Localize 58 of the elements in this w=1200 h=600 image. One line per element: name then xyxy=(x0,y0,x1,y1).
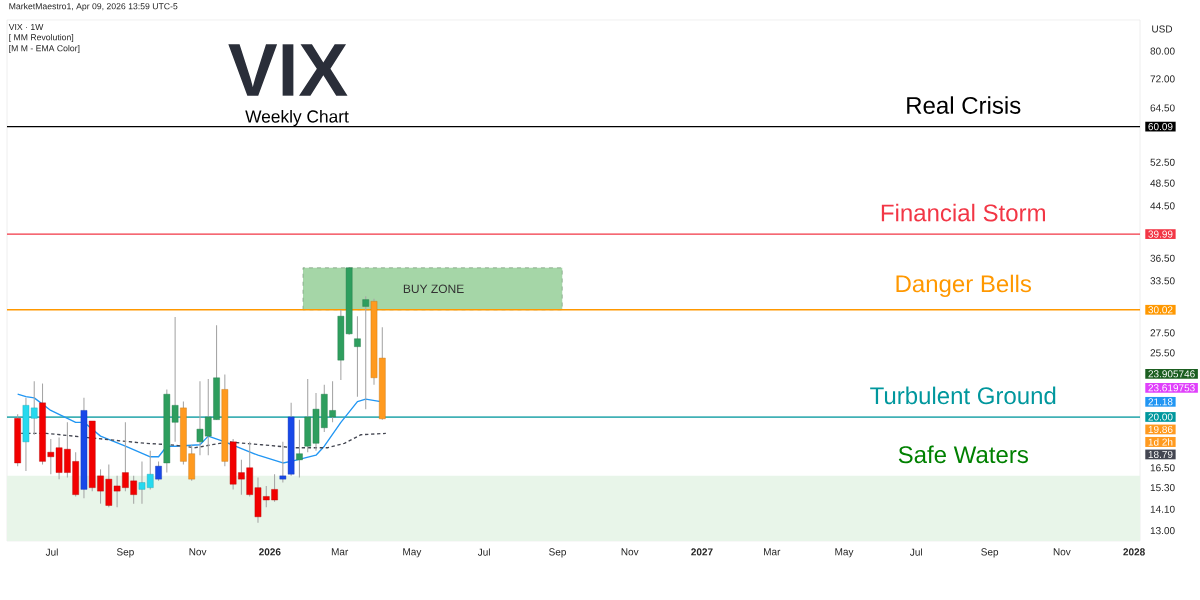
ref-line-label: Real Crisis xyxy=(907,96,1021,114)
x-tick-label: Mar xyxy=(764,548,781,556)
x-tick-label: 2028 xyxy=(1123,548,1145,556)
annotation: [M M - EMA Color] xyxy=(9,44,80,54)
text: 18.79 xyxy=(1148,450,1173,458)
y-tick-label: 16.50 xyxy=(1150,464,1175,472)
candlestick xyxy=(362,295,369,410)
text: 23.905746 xyxy=(1148,370,1195,378)
text: 1d 2h xyxy=(1148,438,1173,446)
text: 60.09 xyxy=(1148,123,1173,131)
candlestick xyxy=(155,460,162,482)
y-tick-label: 25.50 xyxy=(1150,349,1175,357)
x-tick-label: Jul xyxy=(910,548,922,556)
y-tick-label: 27.50 xyxy=(1150,329,1175,337)
x-tick-label: Jul xyxy=(477,548,490,556)
candlestick xyxy=(354,315,361,398)
x-tick-label: Mar xyxy=(331,548,349,556)
text: 39.99 xyxy=(1148,230,1173,238)
ref-line-label: Financial Storm xyxy=(881,203,1045,222)
text: 30.02 xyxy=(1148,306,1173,314)
x-tick-label: Nov xyxy=(621,548,639,556)
y-tick-label: 64.50 xyxy=(1150,104,1175,112)
y-tick-label: 72.00 xyxy=(1150,75,1175,83)
y-tick-label: 33.50 xyxy=(1150,277,1175,285)
candlestick xyxy=(296,419,303,479)
x-tick-label: Sep xyxy=(549,548,566,558)
text: 20.00 xyxy=(1148,413,1173,421)
band-label: BUY ZONE xyxy=(403,284,464,294)
text: MarketMaestro1, Apr 09, 2026 13:59 UTC-5 xyxy=(9,2,178,12)
band-label: Safe Waters xyxy=(898,445,1028,464)
text: 21.18 xyxy=(1148,398,1173,406)
text: 19.86 xyxy=(1148,425,1173,433)
x-tick-label: May xyxy=(835,548,854,558)
y-tick-label: 80.00 xyxy=(1150,47,1175,55)
x-tick-label: Nov xyxy=(1053,548,1071,556)
x-tick-label: Jul xyxy=(45,548,58,556)
x-tick-label: 2027 xyxy=(691,548,713,556)
chart-title: VIX xyxy=(228,44,348,96)
x-tick-label: Nov xyxy=(189,548,207,556)
y-tick-label: 52.50 xyxy=(1150,158,1175,166)
y-tick-label: 15.30 xyxy=(1150,484,1175,492)
annotation: [ MM Revolution] xyxy=(9,33,74,43)
x-tick-label: Sep xyxy=(116,548,134,558)
ref-line-label: Turbulent Ground xyxy=(870,386,1056,405)
y-tick-label: 13.00 xyxy=(1150,527,1175,535)
x-tick-label: 2026 xyxy=(259,548,281,556)
y-tick-label: 44.50 xyxy=(1150,202,1175,210)
ref-line-label: Danger Bells xyxy=(896,274,1032,298)
y-tick-label: 14.10 xyxy=(1150,505,1175,513)
text: Weekly Chart xyxy=(245,109,349,127)
candlestick xyxy=(279,441,287,484)
x-tick-label: Sep xyxy=(981,548,999,558)
y-tick-label: 36.50 xyxy=(1150,254,1175,262)
annotation: VIX · 1W xyxy=(8,24,44,30)
x-tick-label: May xyxy=(403,548,422,558)
y-tick-label: 48.50 xyxy=(1150,179,1175,187)
y-axis-title: USD xyxy=(1152,25,1173,33)
text: 23.619753 xyxy=(1148,384,1195,392)
